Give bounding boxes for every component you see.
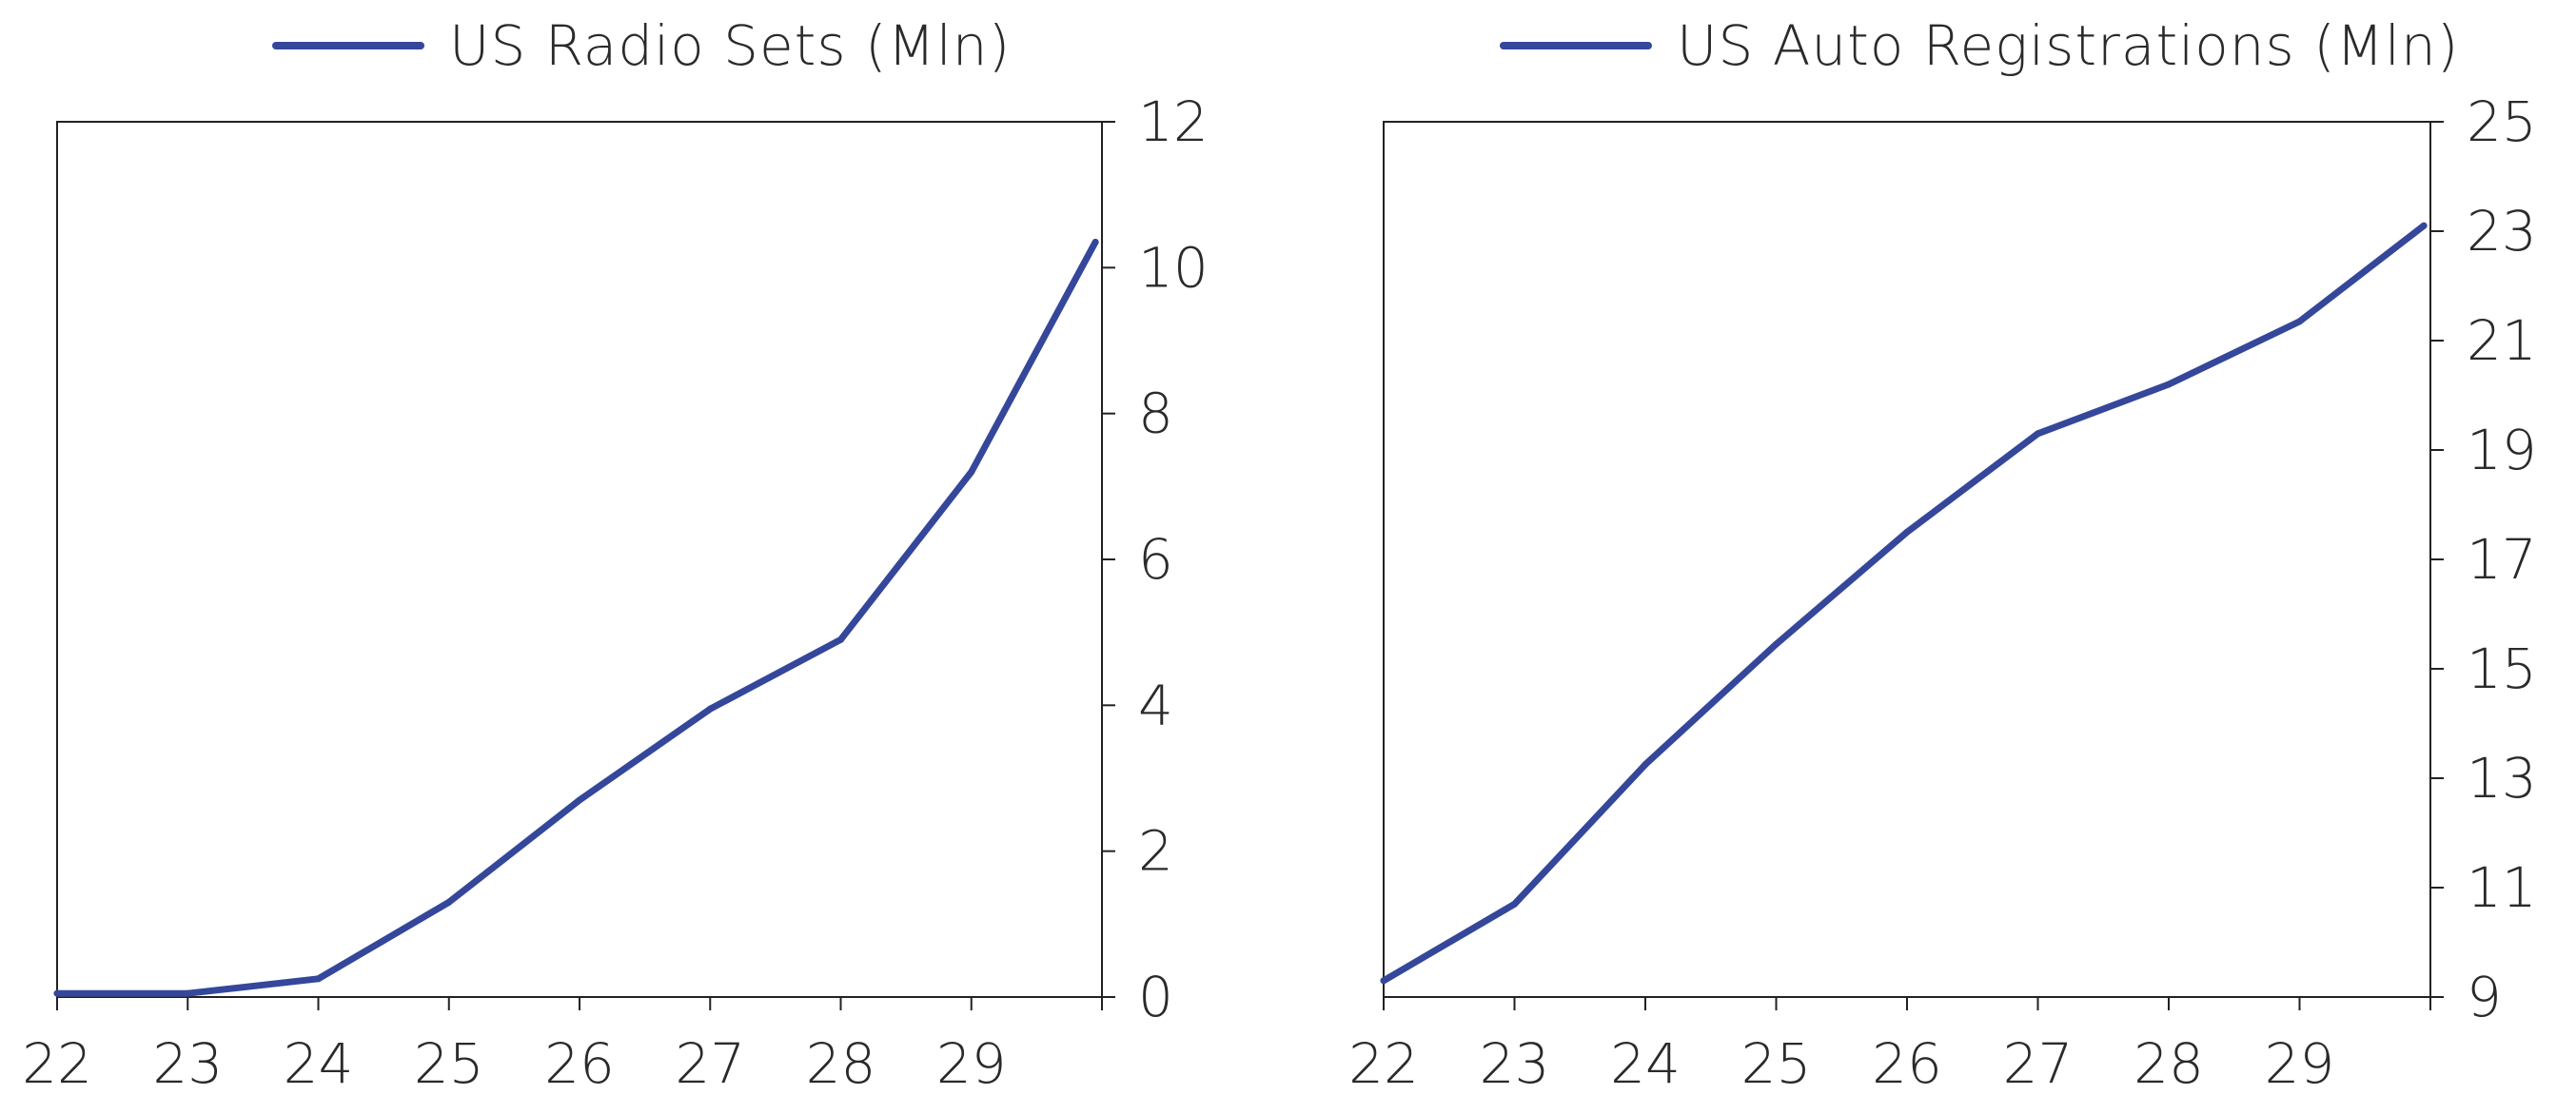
data-point	[837, 636, 844, 643]
data-point	[184, 989, 191, 997]
series-line	[1380, 222, 2428, 985]
data-point	[53, 989, 61, 997]
y-tick-label: 4	[1138, 673, 1173, 737]
y-tick-label: 9	[2467, 965, 2502, 1029]
y-tick-label: 21	[2467, 308, 2537, 373]
legend-label: US Auto Registrations (Mln)	[1677, 13, 2460, 78]
x-tick-label: 25	[414, 1031, 484, 1096]
x-tick-label: 27	[675, 1031, 745, 1096]
plot-frame	[56, 121, 1103, 998]
data-point	[1091, 239, 1099, 245]
data-point	[576, 796, 583, 804]
data-point	[1642, 761, 1649, 769]
data-point	[445, 898, 453, 906]
y-tick-label: 11	[2467, 855, 2537, 920]
x-tick-label: 23	[1480, 1031, 1550, 1096]
series-line	[53, 239, 1099, 997]
data-point	[1773, 640, 1780, 648]
data-point	[1903, 528, 1911, 536]
x-tick-label: 22	[22, 1031, 92, 1096]
y-tick-label: 12	[1138, 89, 1209, 154]
y-tick-label: 15	[2467, 636, 2537, 701]
data-point	[2035, 430, 2041, 438]
data-point	[1380, 977, 1387, 985]
y-tick-label: 8	[1138, 381, 1173, 446]
x-tick-label: 27	[2003, 1031, 2074, 1096]
y-tick-label: 19	[2467, 418, 2537, 482]
data-point	[968, 468, 975, 476]
y-tick-label: 25	[2467, 89, 2537, 154]
x-tick-label: 29	[2265, 1031, 2335, 1096]
x-tick-label: 26	[1872, 1031, 1942, 1096]
x-tick-label: 23	[152, 1031, 223, 1096]
x-tick-label: 28	[806, 1031, 876, 1096]
chart-legend: US Radio Sets (Mln)	[272, 8, 1011, 84]
y-tick-label: 10	[1138, 235, 1209, 300]
y-tick-label: 6	[1138, 527, 1173, 592]
y-tick-label: 0	[1138, 965, 1173, 1029]
chart-panel-auto-registrations: US Auto Registrations (Mln) 9 11 13 15 17 19 2…	[1288, 0, 2576, 1115]
y-tick-label: 23	[2467, 199, 2537, 264]
data-point	[2420, 222, 2428, 229]
data-point	[2296, 318, 2303, 325]
data-point	[2165, 381, 2173, 388]
legend-label: US Radio Sets (Mln)	[449, 13, 1012, 78]
plot-frame	[1383, 121, 2431, 998]
x-tick-label: 22	[1348, 1031, 1419, 1096]
data-point	[1511, 900, 1518, 908]
data-point	[315, 975, 322, 983]
y-tick-label: 13	[2467, 746, 2537, 811]
legend-swatch	[1500, 42, 1652, 49]
y-tick-label: 2	[1138, 819, 1173, 884]
y-tick-label: 17	[2467, 527, 2537, 592]
legend-swatch	[272, 42, 424, 49]
x-tick-label: 28	[2134, 1031, 2204, 1096]
x-tick-label: 24	[284, 1031, 354, 1096]
chart-panel-radio-sets: US Radio Sets (Mln) 0 2 4 6 8 10 12 22 23 24 25 26 2…	[22, 8, 1209, 1096]
x-tick-label: 24	[1610, 1031, 1681, 1096]
chart-legend: US Auto Registrations (Mln)	[1500, 8, 2459, 84]
x-tick-label: 25	[1741, 1031, 1812, 1096]
line-chart-auto-registrations: 9 11 13 15 17 19 21 23 25 22 23 24 25 26 27 28 29	[1348, 89, 2537, 1096]
data-point	[706, 705, 714, 713]
x-tick-label: 29	[936, 1031, 1007, 1096]
x-tick-label: 26	[544, 1031, 615, 1096]
